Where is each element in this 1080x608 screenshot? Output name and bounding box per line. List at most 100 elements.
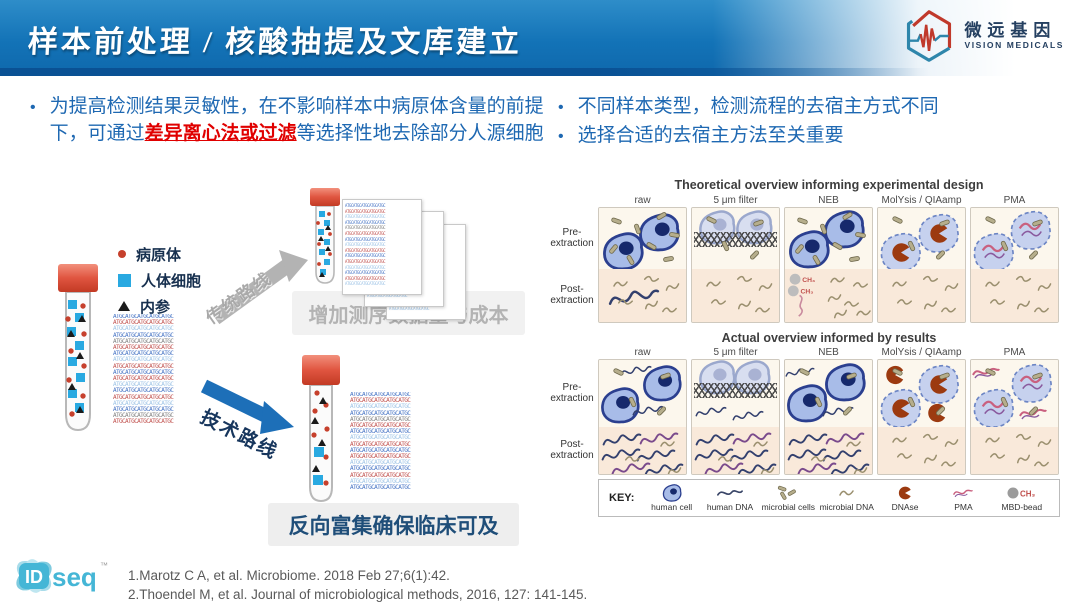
- figure-cell-pre-extraction: [878, 208, 965, 269]
- left-bullet-block: • 为提高检测结果灵敏性，在不影响样本中病原体含量的前提下，可通过差异离心法或过…: [30, 93, 544, 147]
- microbial-dna-icon: [839, 484, 854, 501]
- svg-text:CH₃: CH₃: [800, 289, 813, 296]
- sample-tube-traditional: [309, 188, 341, 288]
- figure-column: [970, 207, 1059, 323]
- figure-column: [598, 359, 687, 475]
- reference-2: 2.Thoendel M, et al. Journal of microbio…: [128, 587, 588, 602]
- figure-key: KEY: human cell human DNA microbial cells mi…: [598, 479, 1060, 517]
- technical-route-arrow-icon: [196, 376, 300, 438]
- figure-column-header: NEB: [818, 195, 839, 206]
- figure-cell-post-extraction: [971, 427, 1058, 474]
- figure-cell-post-extraction: [692, 269, 779, 322]
- figure-column: [877, 207, 966, 323]
- sequence-text-block: ATGCATGCATGCATGCATGC ATGCATGCATGCATGCATGC…: [350, 392, 411, 492]
- brand-name-cn: 微远基因: [964, 20, 1057, 40]
- svg-text:ID: ID: [25, 567, 43, 587]
- svg-text:seq: seq: [52, 562, 97, 592]
- figure-cell-post-extraction: CH₃ CH₃: [785, 269, 872, 322]
- bullet-icon: •: [30, 99, 36, 116]
- key-item-microbial-cells: microbial cells: [761, 484, 815, 512]
- figure-row-label: Pre-extraction: [550, 381, 594, 404]
- figure-cell-post-extraction: [599, 427, 686, 474]
- key-item-pma: PMA: [936, 484, 990, 512]
- mbd-bead-icon: CH₃: [1006, 484, 1038, 501]
- references: 1.Marotz C A, et al. Microbiome. 2018 Fe…: [128, 566, 587, 604]
- right-bullet-2: 选择合适的去宿主方法至关重要: [577, 125, 844, 146]
- figure-cell-post-extraction: [971, 269, 1058, 322]
- figure-cell-post-extraction: [785, 427, 872, 474]
- figure-column-header: raw: [634, 347, 651, 358]
- figure-column-header: PMA: [1003, 195, 1026, 206]
- figure-cell-post-extraction: [878, 269, 965, 322]
- figure-cell-pre-extraction: [599, 208, 686, 269]
- dnase-icon: [898, 484, 912, 501]
- sequence-text-block: ATGCATGCATGCATGCATGC ATGCATGCATGCATGCATGC…: [113, 314, 174, 426]
- figure-cell-pre-extraction: [692, 208, 779, 269]
- internal-ref-triangle-icon: [118, 301, 130, 311]
- filter-mesh-icon: [693, 232, 778, 248]
- figure-cell-pre-extraction: [785, 360, 872, 427]
- figure-column-header: 5 μm filter: [713, 347, 758, 358]
- bullet-icon: •: [558, 128, 564, 145]
- figure-column-header: 5 μm filter: [713, 195, 758, 206]
- figure-row-label: Pre-extraction: [550, 226, 594, 249]
- right-bullet-block: • 不同样本类型，检测流程的去宿主方式不同 • 选择合适的去宿主方法至关重要: [558, 93, 1070, 151]
- highlighted-method: 差异离心法或过滤: [144, 123, 297, 144]
- svg-text:CH₃: CH₃: [802, 277, 815, 284]
- figure-cell-pre-extraction: [878, 360, 965, 427]
- key-item-human-cell: human cell: [644, 483, 698, 512]
- figure-column: [877, 359, 966, 475]
- header-bar: 样本前处理 / 核酸抽提及文库建立: [0, 0, 1080, 76]
- key-item-microbial-dna: microbial DNA: [820, 484, 874, 512]
- figure-row-label: Post-extraction: [550, 438, 594, 461]
- human-dna-icon: [716, 484, 744, 501]
- human-cell-icon: [662, 483, 682, 502]
- figure-column: [691, 207, 780, 323]
- figure-column: [691, 359, 780, 475]
- legend-item-pathogen: 病原体: [118, 241, 201, 267]
- left-bullet-text: 为提高检测结果灵敏性，在不影响样本中病原体含量的前提下，可通过差异离心法或过滤等…: [49, 96, 544, 144]
- sample-tube-technical: [301, 355, 341, 505]
- human-cell-square-icon: [118, 273, 131, 287]
- svg-text:CH₃: CH₃: [1020, 489, 1036, 498]
- reference-1: 1.Marotz C A, et al. Microbiome. 2018 Fe…: [128, 568, 450, 583]
- filter-mesh-icon: [693, 382, 778, 398]
- figure-cell-pre-extraction: [692, 360, 779, 427]
- figure-column-header: MolYsis / QIAamp: [881, 195, 962, 206]
- pma-icon: [952, 484, 974, 501]
- key-label: KEY:: [609, 492, 635, 504]
- legend-item-internal-ref: 内参: [118, 293, 201, 319]
- figure-panel-title: Actual overview informed by results: [721, 331, 937, 345]
- figure-column-header: raw: [634, 195, 651, 206]
- key-item-dnase: DNAse: [878, 484, 932, 512]
- vision-medicals-hexagon-icon: [902, 7, 956, 65]
- right-bullet-1: 不同样本类型，检测流程的去宿主方式不同: [577, 96, 939, 117]
- brand-logo: 微远基因 VISION MEDICALS: [902, 7, 1064, 65]
- bullet-icon: •: [558, 99, 564, 116]
- svg-text:™: ™: [100, 561, 108, 570]
- figure-column: [784, 359, 873, 475]
- key-item-mbd-bead: CH₃ MBD-bead: [995, 484, 1049, 512]
- figure-column-header: NEB: [818, 347, 839, 358]
- figure-cell-pre-extraction: [785, 208, 872, 269]
- sample-tube-original: [56, 264, 100, 434]
- figure-panel-title: Theoretical overview informing experimen…: [674, 178, 984, 192]
- legend-item-human-cell: 人体细胞: [118, 267, 201, 293]
- figure-column: [970, 359, 1059, 475]
- host-depletion-figure: Theoretical overview informing experimen…: [548, 178, 1066, 523]
- figure-column: [598, 207, 687, 323]
- brand-name-en: VISION MEDICALS: [964, 39, 1064, 50]
- figure-cell-pre-extraction: [971, 360, 1058, 427]
- figure-cell-post-extraction: [599, 269, 686, 322]
- technical-result-box: 反向富集确保临床可及: [268, 503, 519, 546]
- key-item-human-dna: human DNA: [703, 484, 757, 512]
- figure-cell-post-extraction: [878, 427, 965, 474]
- pathogen-dot-icon: [118, 250, 126, 258]
- figure-column: CH₃ CH₃: [784, 207, 873, 323]
- figure-row-label: Post-extraction: [550, 283, 594, 306]
- page-title: 样本前处理 / 核酸抽提及文库建立: [26, 26, 524, 59]
- tube-legend: 病原体 人体细胞 内参: [118, 241, 201, 319]
- microbial-cells-icon: [776, 484, 800, 501]
